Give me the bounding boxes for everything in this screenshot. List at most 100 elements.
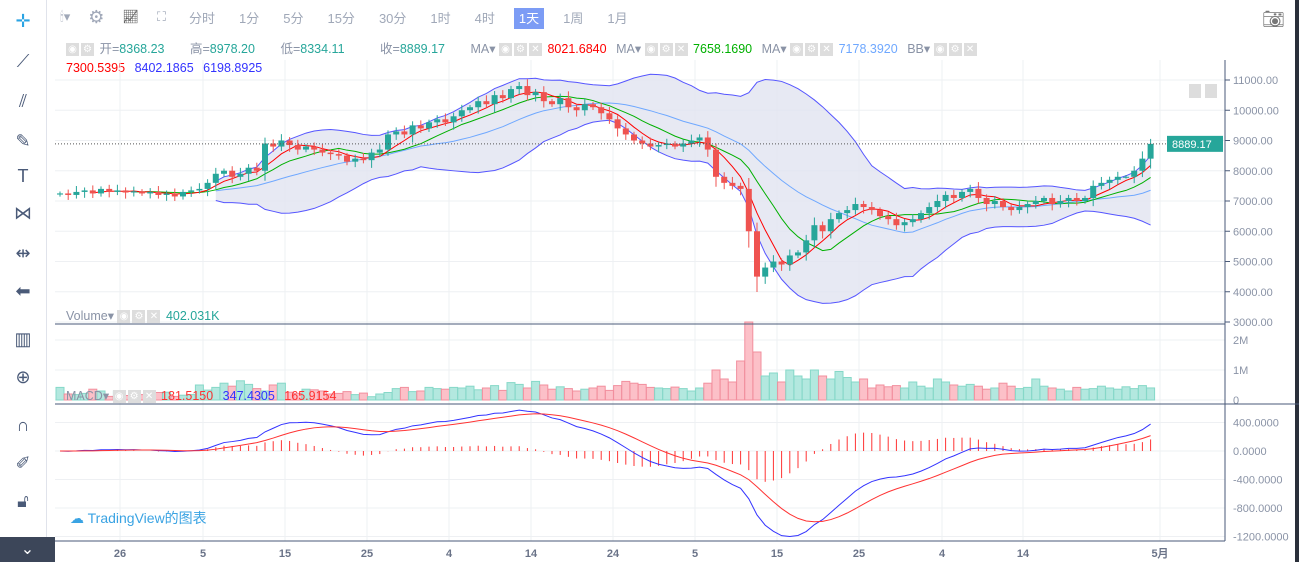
gear-icon[interactable]: ⚙ — [127, 390, 141, 404]
volume-bar — [908, 381, 918, 401]
candle — [745, 178, 752, 248]
eye-icon[interactable]: ◉ — [790, 43, 804, 57]
gear-icon[interactable]: ⚙ — [659, 43, 673, 57]
interval-2[interactable]: 5分 — [283, 10, 304, 26]
volume-bar — [916, 385, 926, 401]
close-icon[interactable]: ✕ — [529, 43, 542, 57]
interval-7[interactable]: 1天 — [513, 7, 545, 29]
close-icon[interactable]: ✕ — [674, 43, 688, 57]
volume-bar — [367, 396, 377, 401]
fullscreen-icon[interactable]: ⛶ — [156, 9, 166, 24]
candle-body — [1041, 197, 1047, 201]
candle-body — [549, 101, 555, 105]
low-label: 低= — [280, 42, 301, 56]
date-tick-label: 15 — [279, 548, 291, 560]
ma1-label[interactable]: MA — [470, 42, 490, 56]
eye-icon[interactable]: ◉ — [112, 390, 126, 404]
trend-line-icon[interactable]: ⟋ — [16, 51, 30, 71]
candle — [180, 189, 186, 200]
close-icon[interactable]: ✕ — [820, 43, 834, 57]
eye-icon[interactable]: ◉ — [117, 310, 131, 324]
candle — [155, 186, 162, 199]
back-arrow-icon[interactable]: ⬅ — [15, 281, 31, 301]
macd-label[interactable]: MACD — [66, 389, 103, 403]
close-icon[interactable]: ✕ — [963, 43, 977, 57]
crosshair-icon[interactable]: ✛ — [15, 11, 31, 31]
candle-body — [860, 204, 867, 208]
gear-icon[interactable]: ⚙ — [132, 310, 146, 324]
price-tick-label: 10000.00 — [1233, 105, 1279, 117]
candle-body — [81, 190, 88, 192]
candle-body — [499, 95, 506, 99]
volume-bar — [1014, 388, 1024, 401]
volume-bar — [55, 386, 65, 401]
chevron-down-icon[interactable]: ⌄ — [0, 537, 55, 562]
volume-bar — [514, 383, 524, 401]
camera-icon[interactable]: 📷︎ — [1262, 9, 1285, 29]
candle-body — [114, 190, 121, 192]
price-tick-label: 6000.00 — [1233, 226, 1273, 238]
candle — [327, 149, 334, 161]
zoom-in-icon[interactable]: ⊕ — [15, 367, 31, 387]
eye-icon[interactable]: ◉ — [499, 43, 512, 57]
text-tool-icon[interactable]: T — [17, 166, 29, 186]
close-icon[interactable]: ✕ — [142, 390, 156, 404]
indicators-chart-icon[interactable]: 📈︎ — [122, 9, 139, 24]
interval-4[interactable]: 30分 — [378, 10, 407, 26]
gear-icon[interactable]: ⚙ — [514, 43, 527, 57]
candle-body — [991, 201, 998, 205]
volume-bar — [1006, 385, 1016, 401]
interval-9[interactable]: 1月 — [607, 10, 628, 26]
lock-drawing-icon[interactable]: ✐ — [15, 453, 31, 473]
volume-bar — [965, 383, 975, 401]
volume-label[interactable]: Volume — [66, 309, 108, 323]
volume-bar — [760, 375, 770, 401]
candle — [524, 79, 531, 101]
interval-0[interactable]: 分时 — [188, 10, 215, 26]
interval-8[interactable]: 1周 — [563, 10, 584, 26]
brush-icon[interactable]: ✎ — [15, 131, 31, 151]
candle — [1098, 176, 1105, 190]
ma3-label[interactable]: MA — [761, 42, 781, 56]
price-tick-label: 4000.00 — [1233, 287, 1273, 299]
interval-1[interactable]: 1分 — [239, 10, 260, 26]
ma2-label[interactable]: MA — [616, 42, 635, 56]
settings-icon[interactable]: ⚙ — [88, 6, 105, 27]
indicators-icon[interactable]: ▥ — [14, 329, 32, 349]
interval-5[interactable]: 1时 — [430, 10, 451, 26]
volume-bar — [96, 390, 106, 401]
candle — [442, 113, 449, 126]
candle-body — [1073, 197, 1080, 201]
eye-icon[interactable]: ◉ — [66, 43, 79, 57]
gear-icon[interactable]: ⚙ — [948, 43, 962, 57]
unlock-icon[interactable]: 🔓︎ — [17, 491, 29, 511]
candle-body — [745, 188, 752, 232]
candle — [844, 205, 851, 219]
eye-icon[interactable]: ◉ — [644, 43, 658, 57]
candle — [860, 200, 867, 214]
fib-tool-icon[interactable]: ⫽ — [18, 91, 28, 111]
candle — [868, 202, 875, 215]
magnet-icon[interactable]: ∩ — [16, 415, 30, 435]
pattern-icon[interactable]: ⋈ — [14, 203, 32, 223]
candle — [106, 184, 113, 198]
candle — [1000, 198, 1006, 211]
close-icon[interactable]: ✕ — [147, 310, 161, 324]
gear-icon[interactable]: ⚙ — [805, 43, 819, 57]
candle-type-icon[interactable]: 🕯︎▾ — [60, 9, 71, 24]
interval-3[interactable]: 15分 — [327, 10, 355, 26]
volume-bar — [588, 387, 598, 401]
volume-bar — [572, 390, 582, 401]
gear-icon[interactable]: ⚙ — [81, 43, 94, 57]
tradingview-watermark[interactable]: ☁ TradingView的图表 — [70, 508, 207, 528]
measure-icon[interactable]: ⇹ — [15, 243, 31, 263]
bb-label[interactable]: BB — [907, 42, 924, 56]
candle — [516, 81, 523, 95]
eye-icon[interactable]: ◉ — [933, 43, 947, 57]
interval-6[interactable]: 4时 — [474, 10, 495, 26]
candle — [130, 186, 137, 197]
candle — [188, 186, 195, 197]
candle — [762, 262, 769, 284]
volume-bar — [785, 369, 795, 401]
